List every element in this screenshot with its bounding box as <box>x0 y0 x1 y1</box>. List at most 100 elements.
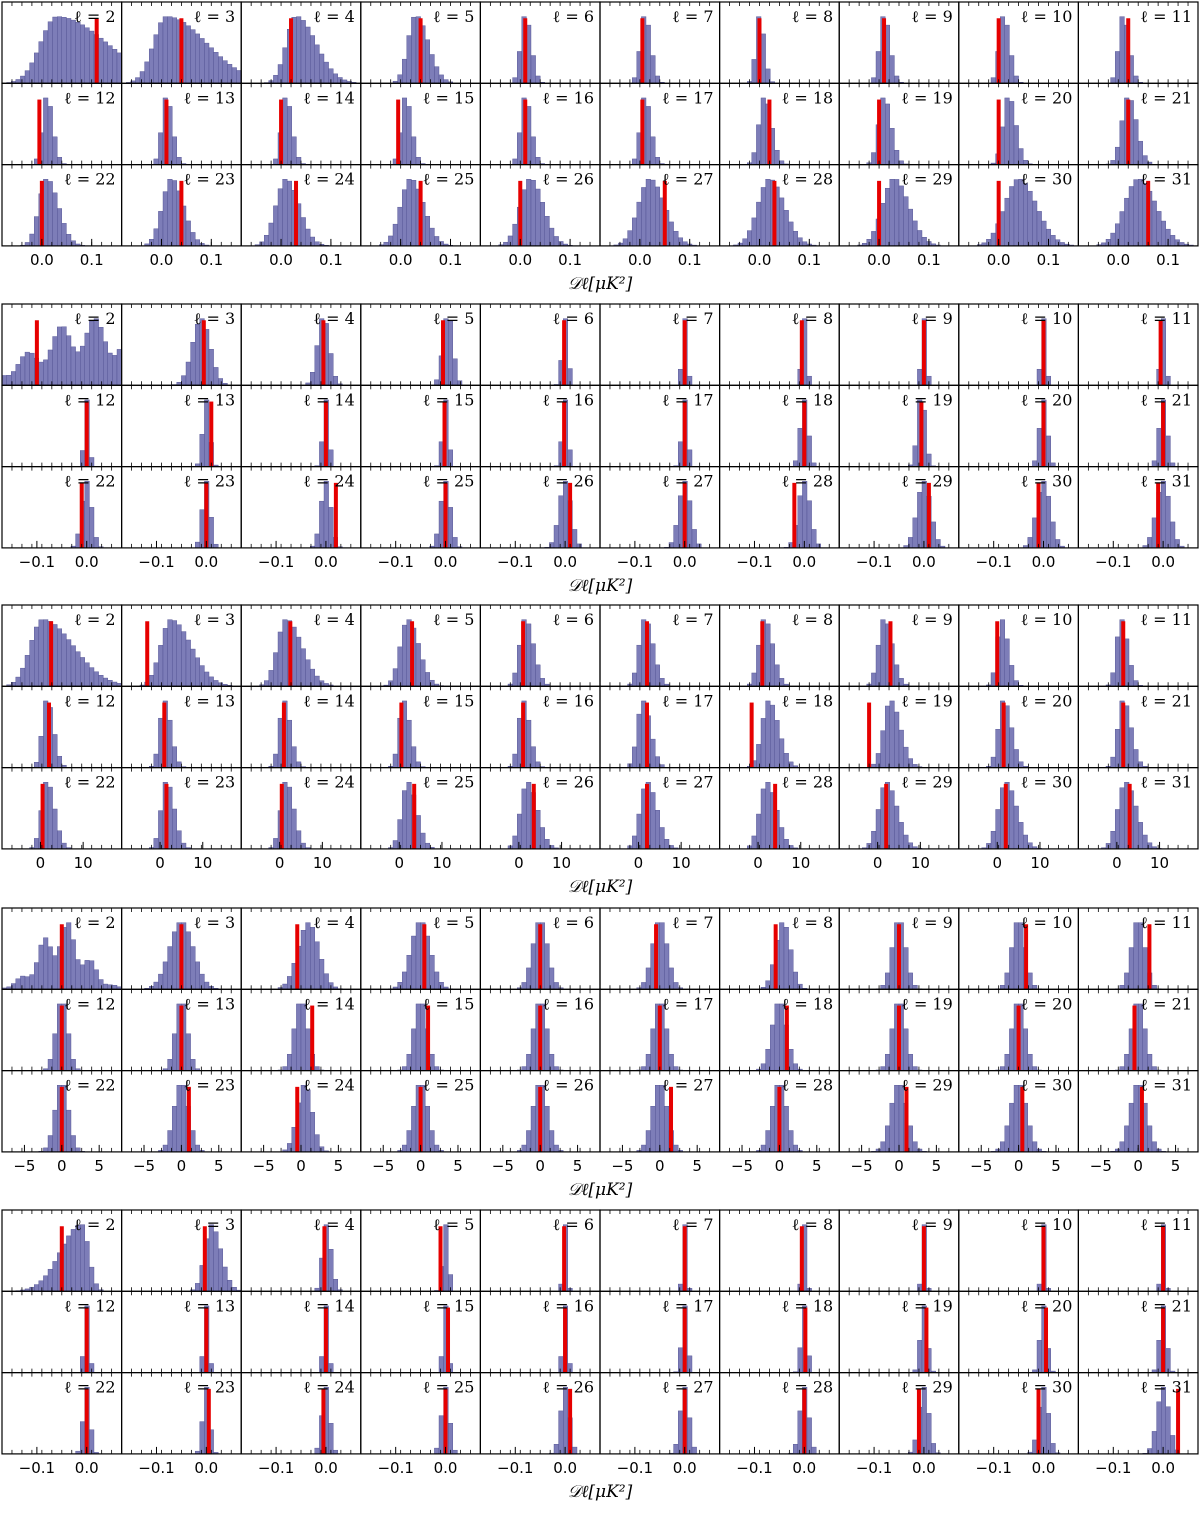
x-tick-label: 0.0 <box>912 553 936 571</box>
histogram-bar <box>329 353 334 385</box>
histogram-bar <box>1120 1067 1125 1071</box>
x-tick-label: −0.1 <box>617 553 653 571</box>
histogram-panel: ℓ = 21 <box>1078 686 1198 767</box>
histogram-bar <box>16 979 21 990</box>
histogram-bar <box>439 982 444 989</box>
histogram-panel: ℓ = 8 <box>720 1210 840 1291</box>
multipole-label: ℓ = 15 <box>423 1296 475 1315</box>
histogram-bar <box>411 137 416 165</box>
histogram-bar <box>425 40 430 84</box>
histogram-bar <box>85 28 90 84</box>
x-tick-label: 0 <box>514 854 524 872</box>
histogram-panel: ℓ = 3 <box>122 908 242 989</box>
histogram-bar <box>1019 762 1024 768</box>
histogram-bar <box>16 677 21 686</box>
histogram-bar <box>57 157 62 164</box>
histogram-panel: ℓ = 5 <box>361 908 481 989</box>
x-tick-label: 5 <box>1171 1157 1181 1175</box>
histogram-panel: ℓ = 5 <box>361 605 481 686</box>
histogram-bar <box>140 72 145 84</box>
histogram-bar <box>453 537 458 548</box>
reference-marker <box>204 1308 208 1373</box>
histogram-bar <box>292 137 297 165</box>
multipole-label: ℓ = 17 <box>662 88 714 107</box>
reference-marker <box>1161 1226 1165 1291</box>
histogram-bar <box>913 1067 918 1071</box>
histogram-panel: ℓ = 8 <box>720 605 840 686</box>
histogram-bar <box>292 747 297 768</box>
histogram-bar <box>16 364 21 385</box>
histogram-bar <box>641 1145 646 1152</box>
histogram-bar <box>310 927 315 989</box>
histogram-bar <box>168 17 173 84</box>
histogram-bar <box>775 1004 780 1071</box>
histogram-bar <box>287 181 292 246</box>
histogram-bar <box>416 762 421 768</box>
histogram-bar <box>439 1356 444 1372</box>
multipole-label: ℓ = 5 <box>433 913 474 932</box>
histogram-bar <box>756 125 761 165</box>
histogram-bar <box>890 1103 895 1152</box>
histogram-bar <box>411 1029 416 1071</box>
histogram-bar <box>407 36 412 84</box>
multipole-label: ℓ = 17 <box>662 691 714 710</box>
histogram-bar <box>678 238 683 246</box>
histogram-bar <box>1138 762 1143 768</box>
histogram-bar <box>85 960 90 989</box>
histogram-bar <box>457 381 462 386</box>
histogram-bar <box>292 809 297 849</box>
histogram-bar <box>545 839 550 849</box>
histogram-bar <box>434 236 439 245</box>
histogram-bar <box>674 1145 679 1152</box>
histogram-bar <box>545 216 550 246</box>
histogram-bar <box>899 730 904 768</box>
histogram-bar <box>66 1110 71 1152</box>
histogram-bar <box>398 75 403 84</box>
histogram-bar <box>158 133 163 165</box>
histogram-bar <box>39 42 44 84</box>
histogram-bar <box>315 676 320 686</box>
histogram-bar <box>30 353 35 385</box>
histogram-panel: ℓ = 14 <box>241 989 361 1070</box>
histogram-bar <box>99 327 104 385</box>
reference-marker <box>187 1087 191 1152</box>
histogram-bar <box>775 665 780 686</box>
reference-marker <box>663 181 667 246</box>
histogram-bar <box>186 362 191 385</box>
histogram-bar <box>43 620 48 687</box>
histogram-panel: ℓ = 16 <box>480 83 600 164</box>
multipole-label: ℓ = 21 <box>1140 691 1192 710</box>
x-tick-label: 0 <box>296 1157 306 1175</box>
histogram-bar <box>444 1225 449 1292</box>
histogram-bar <box>752 153 757 165</box>
histogram-bar <box>301 1004 306 1071</box>
histogram-bar <box>319 1147 324 1152</box>
histogram-bar <box>687 501 692 548</box>
multipole-label: ℓ = 5 <box>433 309 474 328</box>
histogram-bar <box>1115 729 1120 767</box>
reference-marker <box>288 621 292 686</box>
reference-marker <box>441 320 445 385</box>
histogram-bar <box>407 179 412 246</box>
histogram-bar <box>1143 835 1148 849</box>
histogram-bar <box>517 133 522 165</box>
histogram-bar <box>25 71 30 84</box>
histogram-bar <box>913 446 918 467</box>
multipole-label: ℓ = 2 <box>74 7 115 26</box>
multipole-label: ℓ = 22 <box>64 170 116 189</box>
histogram-bar <box>80 657 85 686</box>
histogram-bar <box>789 950 794 990</box>
histogram-bar <box>655 665 660 686</box>
x-tick-label: 0.0 <box>30 251 54 269</box>
histogram-bar <box>154 159 159 165</box>
histogram-bar <box>154 229 159 246</box>
histogram-bar <box>53 1034 58 1071</box>
histogram-bar <box>76 534 81 548</box>
histogram-bar <box>398 982 403 989</box>
histogram-bar <box>1152 461 1157 467</box>
multipole-label: ℓ = 27 <box>662 472 714 491</box>
